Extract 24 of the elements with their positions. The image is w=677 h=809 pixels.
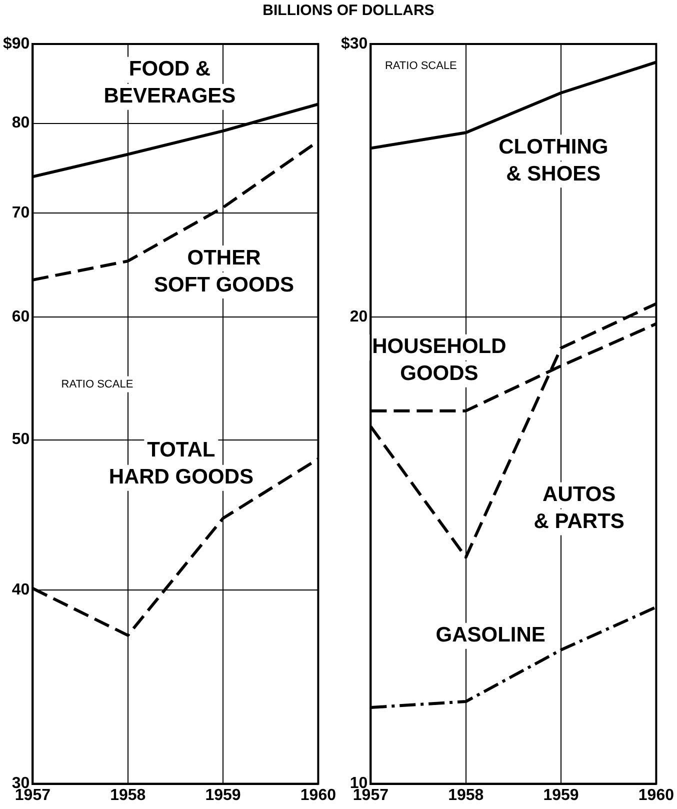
y-tick-label: 60: [12, 308, 30, 326]
series-label: FOOD & BEVERAGES: [104, 58, 236, 108]
y-tick-label: 20: [350, 308, 368, 326]
series-label: HOUSEHOLD GOODS: [372, 335, 506, 386]
y-tick-label: 50: [12, 431, 30, 448]
y-tick-label: 70: [12, 204, 30, 222]
x-tick-label: 1960: [638, 786, 674, 804]
x-tick-label: 1958: [448, 786, 484, 804]
x-tick-label: 1959: [543, 786, 579, 804]
series-label: CLOTHING & SHOES: [498, 135, 608, 186]
annotation: RATIO SCALE: [61, 378, 134, 390]
x-tick-label: 1958: [110, 786, 146, 804]
x-tick-label: 1959: [205, 786, 241, 804]
text: BILLIONS OF DOLLARS: [262, 1, 436, 21]
y-tick-label: 40: [12, 581, 30, 598]
series-label: GASOLINE: [436, 624, 546, 647]
x-tick-label: 1960: [300, 786, 336, 804]
series-label: AUTOS & PARTS: [534, 483, 624, 534]
y-tick-label: 80: [12, 114, 30, 132]
annotation: RATIO SCALE: [384, 60, 457, 72]
y-tick-label: $90: [2, 35, 30, 52]
series-label: TOTAL HARD GOODS: [108, 438, 254, 489]
y-tick-label: $30: [340, 35, 368, 52]
series-label: OTHER SOFT GOODS: [154, 246, 294, 296]
